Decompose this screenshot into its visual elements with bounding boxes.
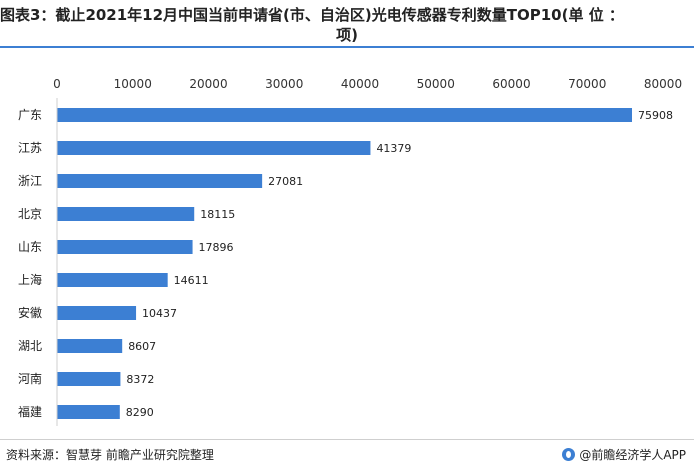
data-label: 8372 bbox=[126, 373, 154, 386]
chart-title-line2: 项) bbox=[336, 26, 358, 44]
bar bbox=[57, 339, 123, 353]
data-label: 75908 bbox=[638, 109, 673, 122]
data-label: 8607 bbox=[128, 340, 156, 353]
data-label: 14611 bbox=[174, 274, 209, 287]
bar bbox=[57, 306, 137, 320]
bar bbox=[57, 174, 263, 188]
x-tick-label: 20000 bbox=[189, 77, 227, 91]
title-rule bbox=[0, 46, 694, 48]
category-label: 山东 bbox=[18, 240, 42, 254]
bar bbox=[57, 141, 371, 155]
category-label: 上海 bbox=[18, 272, 42, 287]
bar bbox=[57, 372, 121, 386]
x-tick-label: 60000 bbox=[492, 77, 530, 91]
data-label: 8290 bbox=[126, 406, 154, 419]
chart-title-line1: 图表3：截止2021年12月中国当前申请省(市、自治区)光电传感器专利数量TOP… bbox=[0, 6, 624, 24]
bar bbox=[57, 108, 633, 122]
x-tick-label: 70000 bbox=[568, 77, 606, 91]
category-label: 北京 bbox=[18, 207, 42, 221]
bar bbox=[57, 273, 168, 287]
category-label: 广东 bbox=[18, 108, 42, 122]
x-tick-label: 40000 bbox=[341, 77, 379, 91]
brand-credit: @前瞻经济学人APP bbox=[562, 446, 686, 463]
data-label: 27081 bbox=[268, 175, 303, 188]
bar bbox=[57, 405, 120, 419]
category-label: 浙江 bbox=[18, 174, 42, 188]
data-label: 17896 bbox=[199, 241, 234, 254]
data-label: 10437 bbox=[142, 307, 177, 320]
source-note: 资料来源：智慧芽 前瞻产业研究院整理 bbox=[6, 448, 214, 462]
data-label: 18115 bbox=[200, 208, 235, 221]
bar bbox=[57, 207, 195, 221]
category-label: 福建 bbox=[18, 404, 42, 419]
category-label: 江苏 bbox=[18, 141, 42, 155]
category-label: 湖北 bbox=[18, 338, 42, 353]
category-label: 河南 bbox=[18, 371, 42, 386]
brand-logo-icon bbox=[562, 448, 576, 461]
category-label: 安徽 bbox=[18, 305, 42, 320]
x-tick-label: 0 bbox=[53, 77, 61, 91]
x-tick-label: 30000 bbox=[265, 77, 303, 91]
data-label: 41379 bbox=[376, 142, 411, 155]
footer-rule bbox=[0, 439, 694, 440]
bar-chart: 0 10000 20000 30000 40000 50000 60000 70000 8000… bbox=[18, 77, 682, 426]
x-tick-label: 50000 bbox=[417, 77, 455, 91]
bar bbox=[57, 240, 193, 254]
brand-text: @前瞻经济学人APP bbox=[579, 448, 686, 462]
x-tick-label: 80000 bbox=[644, 77, 682, 91]
x-tick-label: 10000 bbox=[114, 77, 152, 91]
